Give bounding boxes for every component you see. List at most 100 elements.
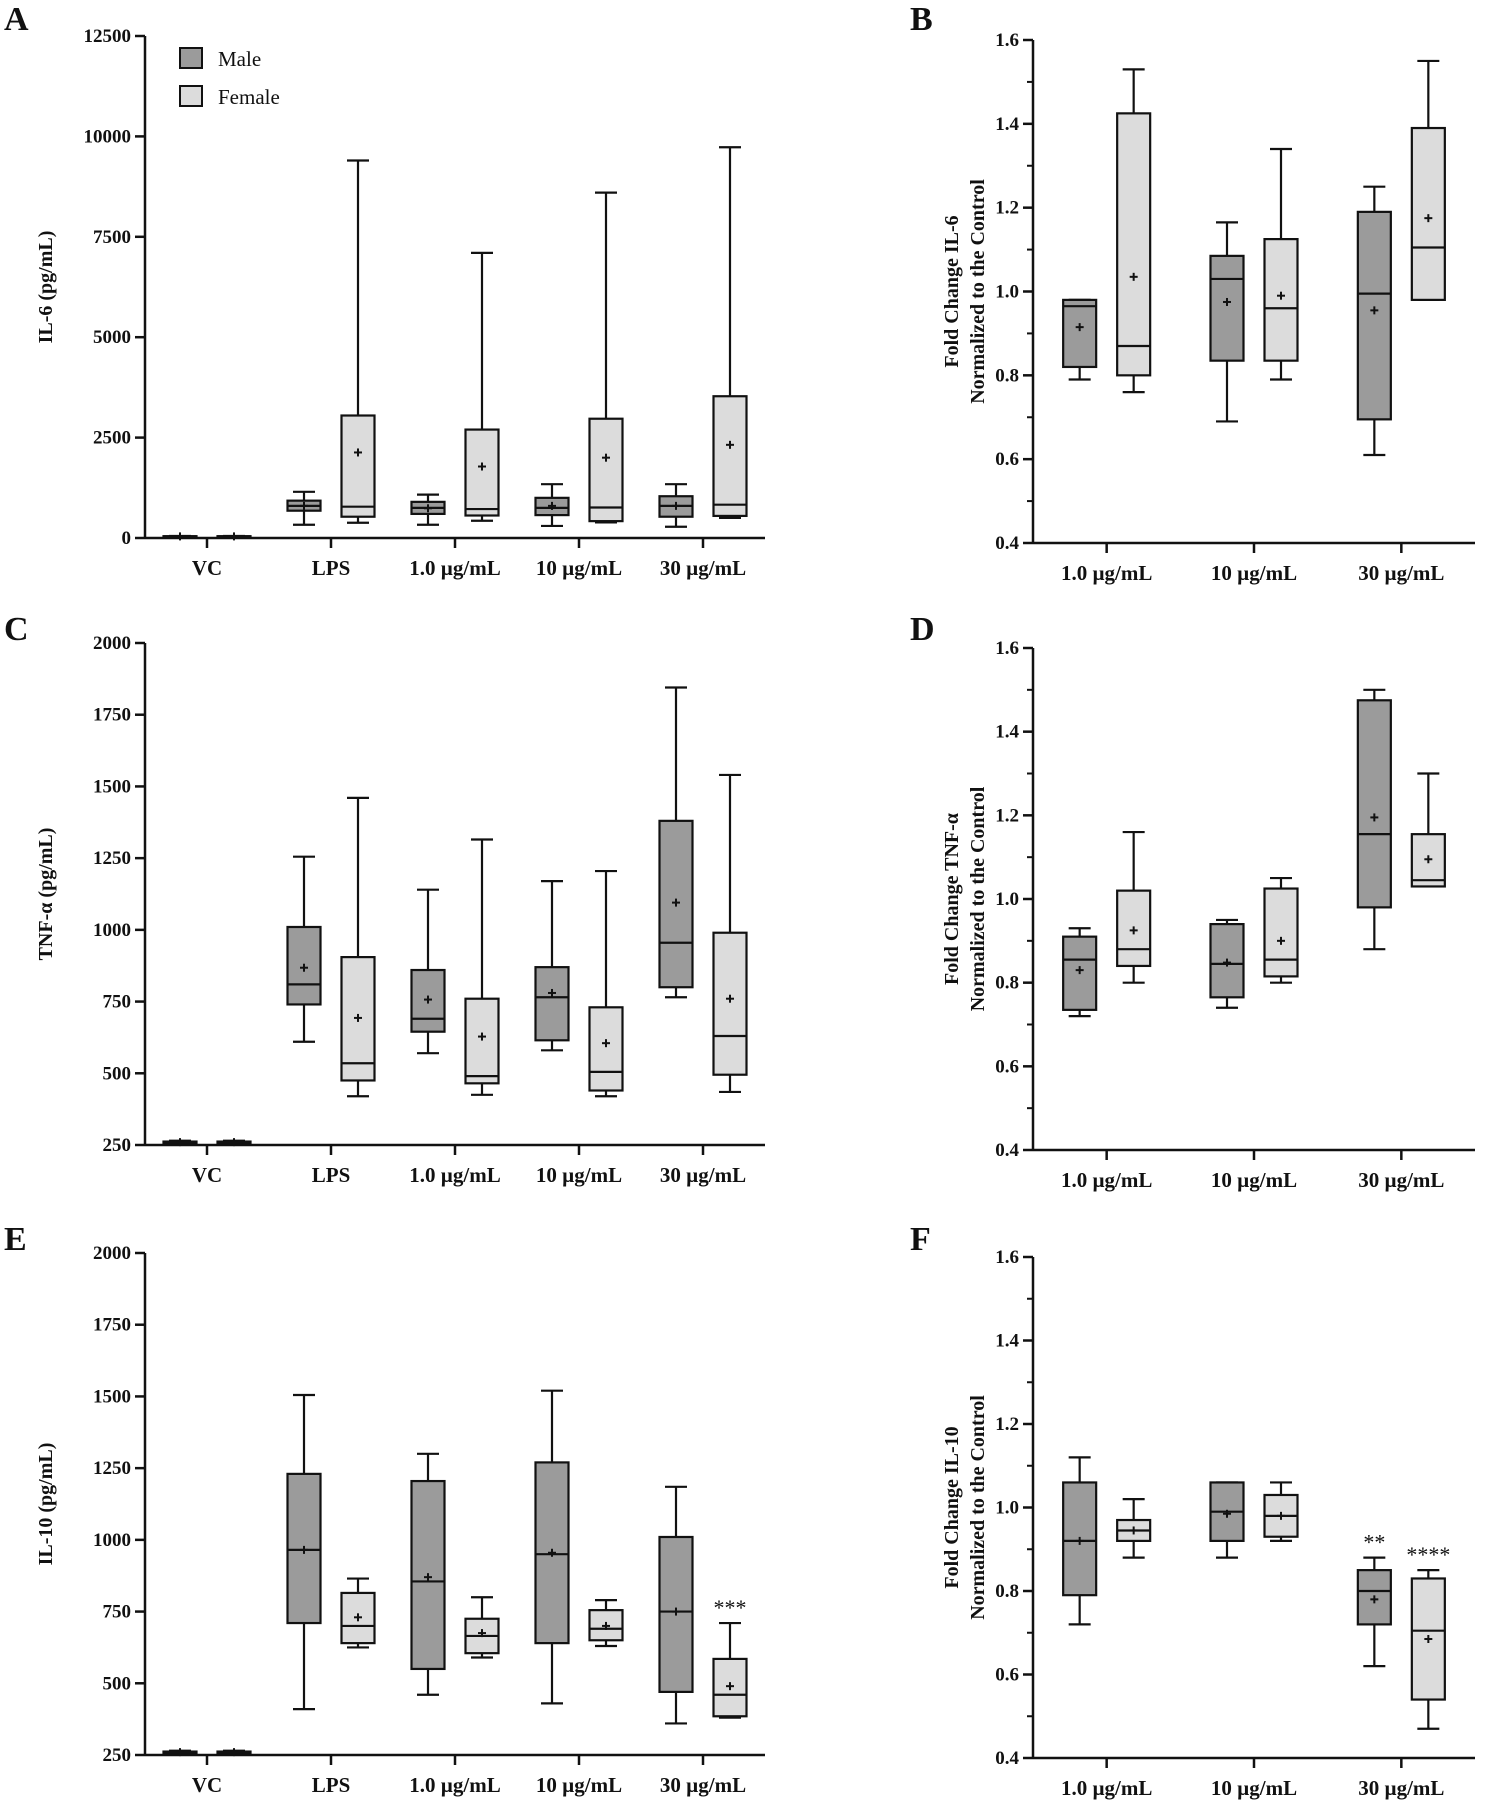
box-iqr — [588, 417, 624, 523]
y-tick-label: 1.4 — [995, 114, 1019, 135]
y-tick-label: 1.2 — [995, 1414, 1019, 1435]
x-tick-label: 30 µg/mL — [660, 1773, 746, 1797]
y-tick-label: 1250 — [93, 848, 131, 869]
box-iqr — [1116, 889, 1152, 968]
box-female — [1263, 876, 1299, 984]
y-tick-label: 0.6 — [995, 1665, 1019, 1686]
y-tick-label: 5000 — [93, 327, 131, 348]
box-male — [1209, 1481, 1245, 1559]
box-male — [162, 1748, 198, 1757]
y-tick-label: 1500 — [93, 776, 131, 797]
y-tick-label: 0.4 — [995, 1140, 1019, 1161]
y-tick-label: 1750 — [93, 1315, 131, 1336]
panel-e: E 250 500 750 1000 1250 1500 1750 2000 IL-10 (pg/… — [4, 1221, 765, 1797]
box-female — [712, 773, 748, 1094]
y-tick-label: 0 — [122, 528, 132, 549]
y-axis-label-line: Fold Change TNF-α — [941, 813, 963, 985]
box-female — [1116, 830, 1152, 984]
y-tick-label: 1.0 — [995, 1498, 1019, 1519]
box-male — [410, 888, 446, 1055]
x-tick-label: 1.0 µg/mL — [1061, 1776, 1152, 1800]
x-tick-label: 1.0 µg/mL — [409, 1773, 500, 1797]
panel-label: E — [4, 1221, 27, 1258]
y-tick-label: 12500 — [84, 26, 132, 47]
box-iqr — [1410, 126, 1446, 301]
y-tick-label: 0.4 — [995, 1748, 1019, 1769]
box-male — [658, 1485, 694, 1725]
x-tick-label: LPS — [312, 1163, 351, 1187]
y-tick-label: 1750 — [93, 705, 131, 726]
x-tick-label: LPS — [312, 556, 351, 580]
box-female — [588, 191, 624, 524]
y-tick-label: 2500 — [93, 428, 131, 449]
y-tick-label: 1.2 — [995, 805, 1019, 826]
y-tick-label: 1.0 — [995, 889, 1019, 910]
y-tick-label: 1.4 — [995, 722, 1019, 743]
panel-a: A 0 2500 5000 7500 10000 12500 IL-6 (pg/mL) VC LP… — [4, 1, 765, 580]
box-iqr — [712, 931, 748, 1076]
box-male — [658, 483, 694, 528]
box-female — [340, 1577, 376, 1649]
legend: Male Female — [179, 47, 280, 109]
box-iqr — [1209, 254, 1245, 362]
y-axis-label: IL-6 (pg/mL) — [35, 231, 57, 344]
box-iqr — [712, 395, 748, 518]
box-iqr — [534, 966, 570, 1042]
box-female — [464, 838, 500, 1096]
box-female — [1116, 1498, 1152, 1559]
box-male — [410, 493, 446, 526]
box-female — [216, 532, 252, 541]
box-female — [464, 251, 500, 522]
y-tick-label: 1.4 — [995, 1331, 1019, 1352]
y-tick-label: 0.8 — [995, 365, 1019, 386]
y-tick-label: 2000 — [93, 1243, 131, 1264]
box-female — [1410, 1569, 1446, 1730]
y-tick-label: 10000 — [84, 126, 132, 147]
legend-female-swatch — [179, 85, 203, 107]
y-tick-label: 1.6 — [995, 638, 1019, 659]
box-male — [162, 1138, 198, 1147]
y-tick-label: 750 — [103, 1602, 132, 1623]
x-tick-label: 10 µg/mL — [536, 556, 622, 580]
box-female — [340, 796, 376, 1098]
legend-male-label: Male — [218, 47, 261, 71]
y-tick-label: 1000 — [93, 1530, 131, 1551]
box-iqr — [1263, 887, 1299, 978]
significance-label: **** — [1406, 1542, 1450, 1567]
x-tick-label: 30 µg/mL — [1358, 561, 1444, 585]
y-tick-label: 250 — [103, 1135, 132, 1156]
legend-male-swatch — [179, 47, 203, 69]
box-iqr — [340, 414, 376, 518]
y-tick-label: 1.0 — [995, 282, 1019, 303]
x-tick-label: 30 µg/mL — [660, 1163, 746, 1187]
panel-label: B — [910, 1, 933, 38]
y-tick-label: 1.6 — [995, 30, 1019, 51]
panel-label: C — [4, 611, 29, 648]
y-tick-label: 1250 — [93, 1458, 131, 1479]
y-tick-label: 1000 — [93, 920, 131, 941]
legend-female-label: Female — [218, 85, 280, 109]
box-iqr — [1356, 210, 1392, 421]
box-iqr — [1116, 112, 1152, 377]
y-axis-label: Fold Change IL-10 Normalized to the Contr… — [941, 1395, 989, 1620]
box-male — [286, 855, 322, 1043]
x-tick-label: 30 µg/mL — [1358, 1776, 1444, 1800]
x-tick-label: 1.0 µg/mL — [1061, 561, 1152, 585]
x-tick-label: VC — [192, 1163, 222, 1187]
panel-label: A — [4, 1, 29, 38]
panel-c: C 250 500 750 1000 1250 1500 1750 2000 TNF-α (pg/… — [4, 611, 765, 1187]
x-tick-label: 10 µg/mL — [536, 1163, 622, 1187]
box-male — [658, 686, 694, 999]
x-tick-label: 1.0 µg/mL — [1061, 1168, 1152, 1192]
x-tick-label: 10 µg/mL — [1211, 1168, 1297, 1192]
box-male — [162, 532, 198, 541]
box-female — [1116, 68, 1152, 394]
box-female — [216, 1748, 252, 1757]
box-male — [1062, 298, 1098, 381]
y-axis-label-line: Fold Change IL-10 — [941, 1426, 963, 1588]
panel-label: D — [910, 611, 935, 648]
box-iqr — [464, 997, 500, 1085]
box-iqr — [588, 1006, 624, 1092]
y-tick-label: 0.8 — [995, 1581, 1019, 1602]
box-female — [1410, 59, 1446, 301]
